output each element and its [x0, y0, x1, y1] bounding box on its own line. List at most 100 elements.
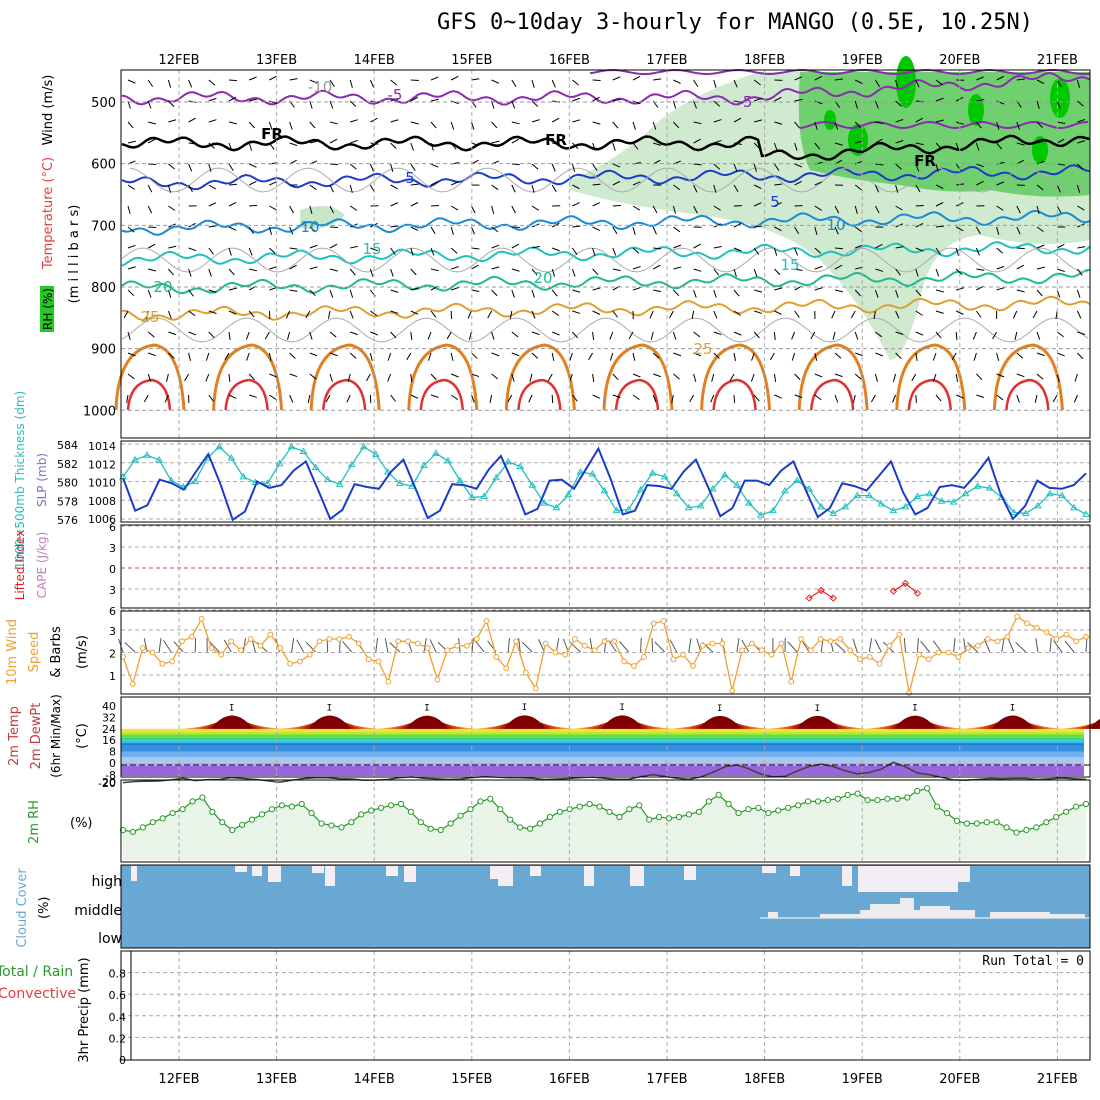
cloud-gap-middle [820, 914, 860, 918]
wind-barb [1035, 638, 1039, 653]
wind-barb [673, 373, 680, 380]
wind-barb [713, 100, 721, 107]
rh-point [229, 826, 236, 834]
wind-barb [410, 142, 415, 151]
wind-speed-line [122, 615, 1087, 694]
wind-barb [167, 184, 172, 193]
wind-speed-point [640, 654, 647, 660]
wind-barb [511, 100, 516, 109]
wind-barb [976, 121, 982, 129]
thickness-point [997, 493, 1006, 500]
wind-speed-point [365, 656, 372, 663]
wind-speed-point [277, 645, 284, 651]
wind-barb [429, 639, 437, 653]
rh-shade-dark [848, 124, 868, 156]
wind-barb [834, 205, 840, 214]
date-label-top: 15FEB [451, 53, 492, 68]
thickness-point [227, 454, 236, 461]
wind-barb [1052, 394, 1058, 403]
wind-barb [268, 226, 273, 235]
cloud-gap-middle [920, 906, 950, 918]
wind-barb [430, 142, 434, 151]
wind-barb [612, 121, 619, 129]
wind-barb [471, 638, 474, 653]
wind-barb [430, 163, 439, 168]
wind-barb [733, 247, 742, 252]
wind-barb [369, 268, 374, 277]
cloud-gap-middle [870, 904, 900, 918]
wind-barb [895, 119, 904, 123]
wind-barb [733, 142, 742, 146]
rh2m-panel [120, 779, 1091, 863]
wind-barb [713, 352, 720, 359]
wind-barb [264, 331, 270, 340]
thickness-point [648, 469, 657, 476]
wind-barb [814, 247, 822, 254]
wind-speed-point [473, 636, 480, 642]
thickness-point [720, 470, 729, 478]
wind-barb [915, 117, 924, 123]
wind-tick: 1 [109, 670, 116, 683]
thickness-point [708, 485, 717, 492]
wind-barb [852, 394, 856, 403]
wind-barb [673, 226, 681, 233]
wind-barb [1015, 642, 1027, 653]
wind-barb [855, 266, 864, 270]
wind-barb [375, 638, 379, 653]
thickness-point [311, 463, 320, 470]
wind-barb [652, 394, 657, 403]
wind-barb [451, 100, 459, 105]
wind-barb [632, 142, 639, 150]
wind-barb [430, 226, 436, 235]
wind-barb [632, 100, 641, 105]
wind-barb [652, 226, 657, 235]
wind-speed-point [621, 658, 628, 665]
wind-barb [1036, 140, 1045, 144]
wind-barb [973, 352, 977, 361]
wind-barb [289, 226, 294, 235]
wind-barb [309, 373, 317, 380]
wind-speed-point [296, 658, 303, 665]
isotherm-30-lobe [212, 343, 284, 411]
wind-barb [733, 289, 740, 297]
wind-barb [349, 352, 357, 359]
wind-barb [430, 204, 440, 207]
wind-barb [228, 121, 237, 125]
rh-point [765, 810, 772, 817]
wind-barb [814, 181, 823, 186]
wind-barb [487, 310, 493, 319]
rh-point [169, 810, 176, 817]
wind-barb [854, 289, 861, 297]
wind-speed-point [238, 647, 244, 654]
wind-speed-point [670, 656, 677, 663]
wind-barb [753, 331, 760, 339]
wind-barb [491, 373, 499, 380]
wind-barb [609, 331, 614, 340]
thickness-point [456, 476, 464, 484]
rh-point [189, 798, 196, 805]
wind-barb [1016, 264, 1025, 270]
rh-point [735, 810, 742, 817]
wind-speed-point [346, 633, 352, 640]
wind-speed-point [837, 636, 844, 642]
wind-barb [673, 266, 682, 270]
isotherm-label: FR [545, 131, 567, 149]
wind-barb [874, 639, 882, 653]
wind-barb [547, 373, 553, 382]
wind-barb [208, 394, 215, 402]
wind-barb [773, 373, 777, 382]
wind-barb [996, 142, 1003, 150]
wind-barb [390, 247, 396, 255]
wind-barb [369, 163, 374, 172]
isotherm-label: 20 [533, 269, 552, 287]
wind-speed-point [464, 642, 470, 649]
rh-point [318, 820, 325, 827]
cloud-gap-high [235, 866, 247, 872]
wind-barb [491, 244, 500, 249]
wind-speed-point [758, 647, 765, 654]
cloud-gap-high [762, 866, 776, 873]
wind-barb [551, 268, 556, 277]
wind-barb [390, 184, 398, 190]
wind-speed-point [1043, 629, 1050, 636]
wind-barb [209, 641, 220, 653]
